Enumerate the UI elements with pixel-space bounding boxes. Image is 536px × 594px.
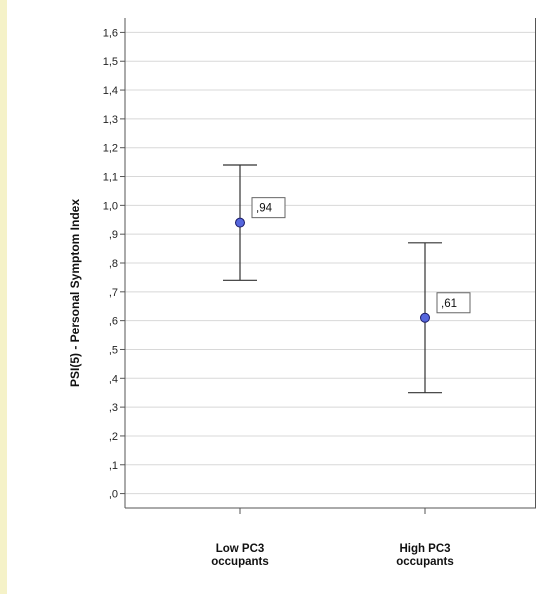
y-tick-label: 1,4 [103, 85, 118, 97]
y-tick-label: 1,0 [103, 200, 118, 212]
y-tick-label: ,1 [109, 460, 118, 472]
data-label-box [436, 292, 471, 314]
x-category-label: occupants [211, 556, 269, 568]
x-category-label: Low PC3 [216, 543, 265, 555]
y-tick-label: 1,1 [103, 172, 118, 184]
y-tick-label: ,4 [109, 373, 118, 385]
chart-panel: ,0 ,1 ,2 ,3 ,4 ,5 ,6 ,7 ,8 ,9 1,0 1,1 1,2 1,3 1,4 1,5 1,… [7, 0, 536, 594]
error-bar-chart: ,0 ,1 ,2 ,3 ,4 ,5 ,6 ,7 ,8 ,9 1,0 1,1 1,2 1,3 1,4 1,5 1,… [68, 18, 536, 568]
y-tick-label: ,5 [109, 344, 118, 356]
y-tick-label: ,9 [109, 229, 118, 241]
y-tick-label: ,0 [109, 489, 118, 501]
y-tick-label: 1,5 [103, 56, 118, 68]
mean-marker [235, 217, 245, 228]
y-tick-label: 1,3 [103, 114, 118, 126]
y-tick-label: 1,6 [103, 27, 118, 39]
y-tick-label: ,6 [109, 316, 118, 328]
y-tick-label: ,8 [109, 258, 118, 270]
mean-marker [420, 312, 430, 323]
data-label: ,94 [256, 203, 273, 215]
y-tick-label: ,3 [109, 402, 118, 414]
y-tick-label: ,2 [109, 431, 118, 443]
data-label-box [251, 197, 286, 219]
x-category-label: occupants [396, 556, 454, 568]
y-tick-label: 1,2 [103, 143, 118, 155]
y-axis-title: PSI(5) - Personal Symptom Index [68, 199, 82, 387]
y-tick-label: ,7 [109, 287, 118, 299]
x-category-label: High PC3 [399, 543, 450, 555]
data-label: ,61 [441, 298, 457, 310]
